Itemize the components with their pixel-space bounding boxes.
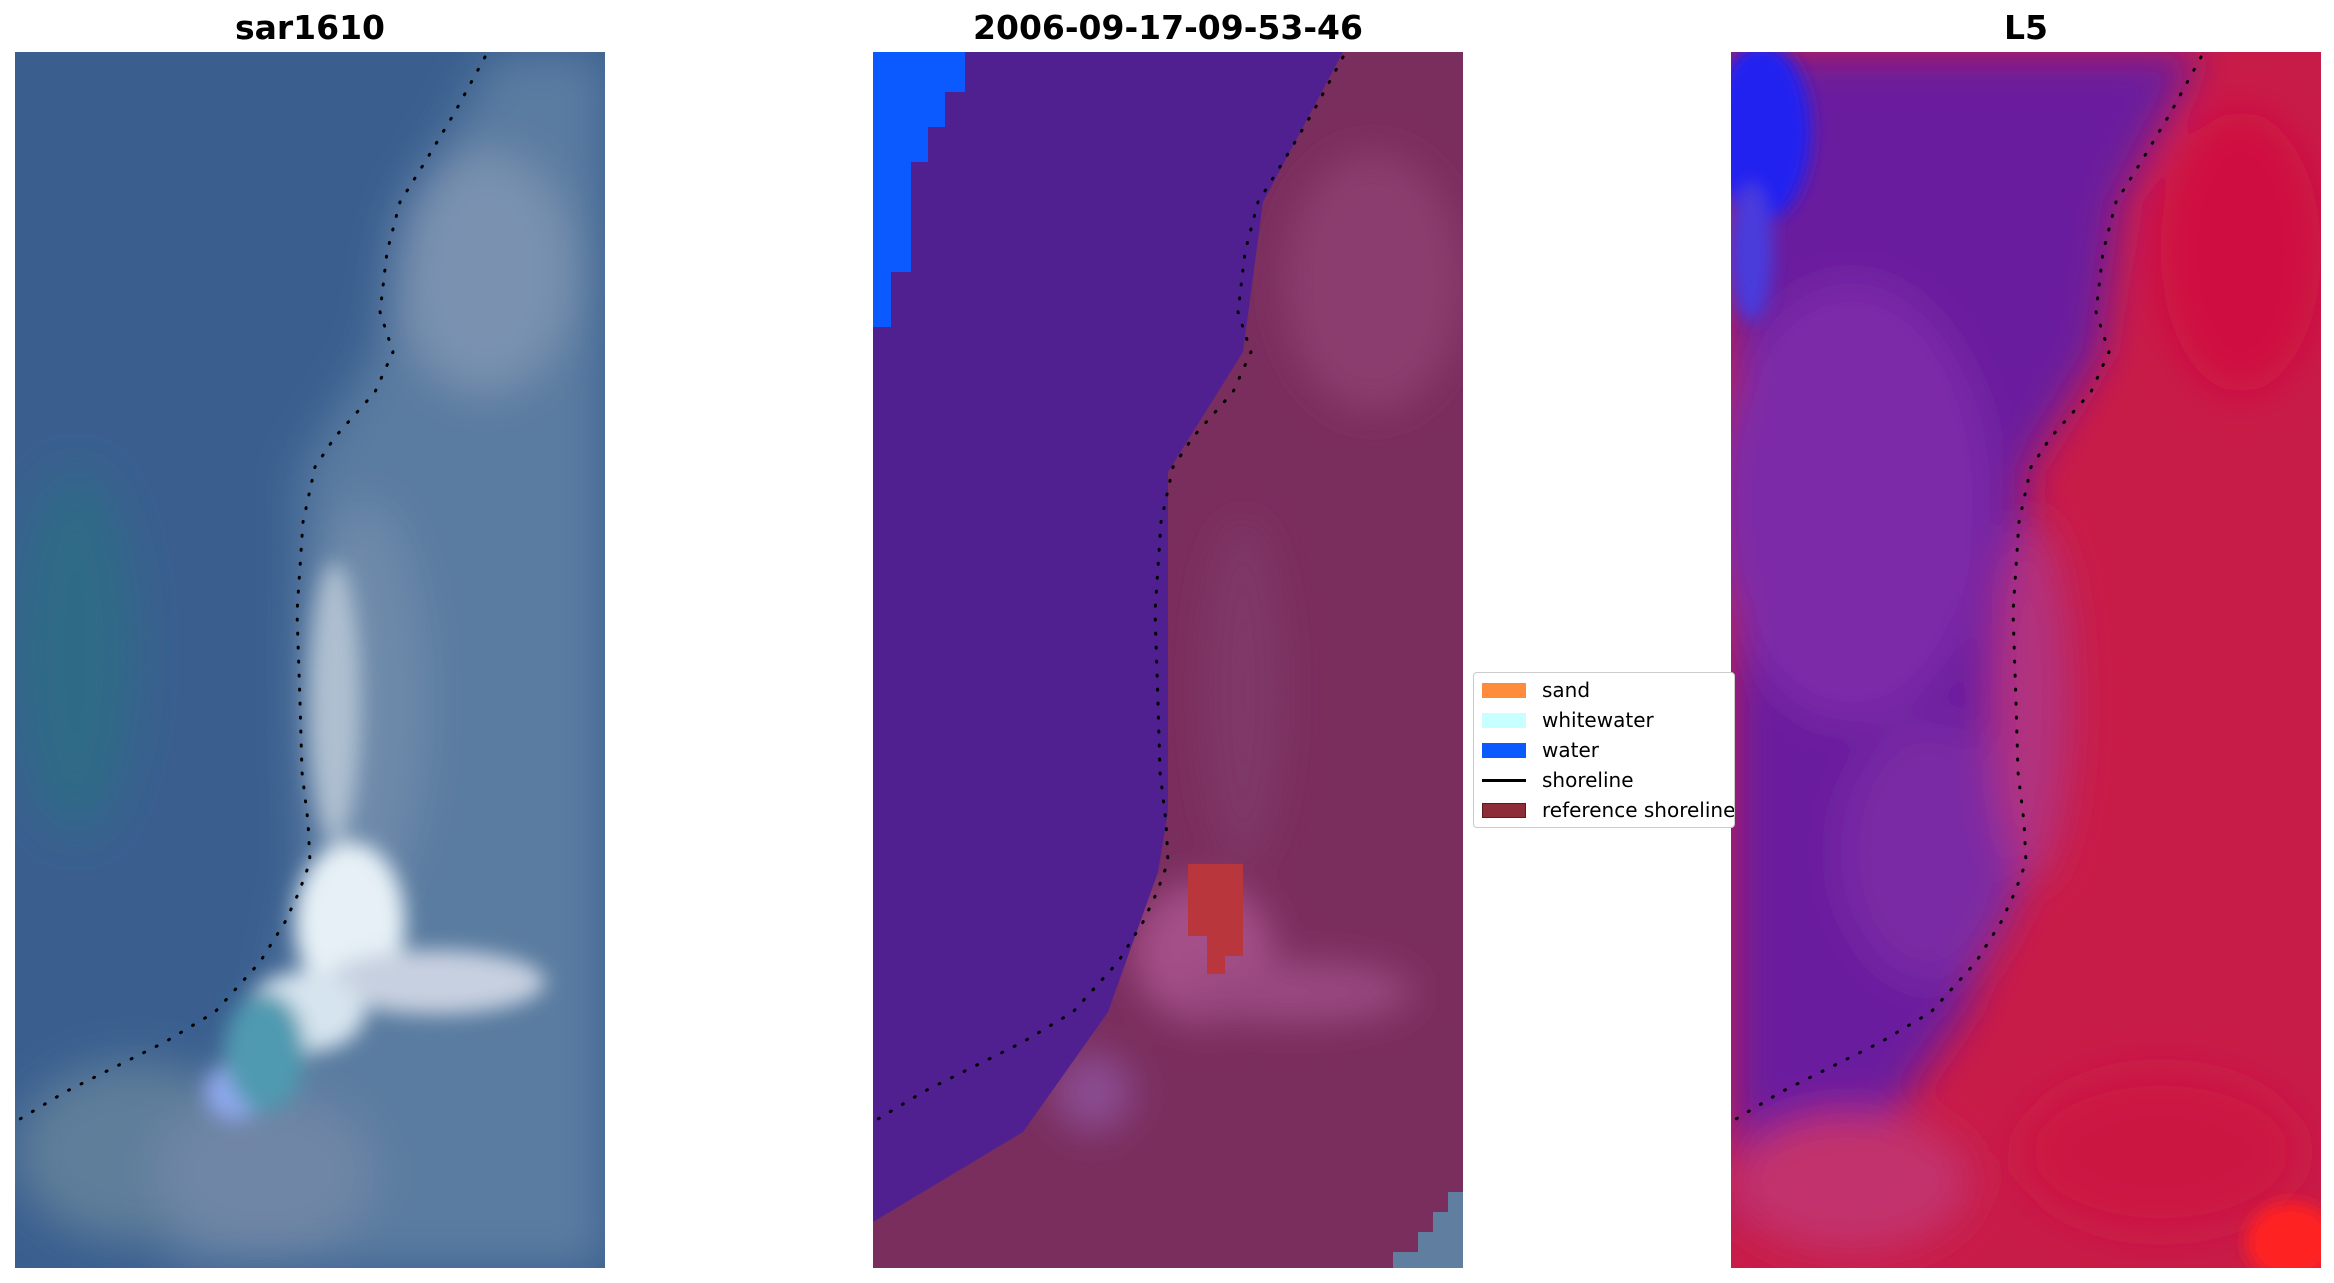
legend-item-whitewater: whitewater	[1482, 706, 1734, 734]
water-class-top-left	[873, 52, 965, 327]
legend-item-sand: sand	[1482, 676, 1734, 704]
classification-panel	[873, 52, 1463, 1268]
shoreline-path	[15, 55, 487, 1124]
water-region	[873, 52, 1343, 1222]
legend-label-shoreline: shoreline	[1542, 768, 1634, 792]
water-class-bottom-right	[1393, 1192, 1463, 1268]
index-image	[1731, 52, 2321, 1268]
shoreline-path	[873, 55, 1345, 1124]
rgb-image	[15, 52, 605, 1268]
rgb-image-panel	[15, 52, 605, 1268]
whitewater-swatch	[1482, 712, 1526, 728]
legend-item-reference-shoreline: reference shoreline	[1482, 796, 1735, 824]
legend-item-shoreline: shoreline	[1482, 766, 1734, 794]
legend-label-water: water	[1542, 738, 1599, 762]
sand-swatch	[1482, 682, 1526, 698]
legend: sand whitewater water shoreline referenc…	[1473, 672, 1735, 828]
classification-image	[873, 52, 1463, 1268]
panel-title-mndwi: L5	[2004, 8, 2048, 47]
reference-shoreline-marker	[1188, 864, 1243, 974]
legend-item-water: water	[1482, 736, 1734, 764]
panel-title-classification: 2006-09-17-09-53-46	[973, 8, 1363, 47]
panel-title-rgb: sar1610	[234, 8, 386, 47]
legend-label-whitewater: whitewater	[1542, 708, 1654, 732]
reference-shoreline-swatch	[1482, 802, 1526, 818]
shoreline-path	[1731, 55, 2203, 1124]
legend-label-reference-shoreline: reference shoreline	[1542, 798, 1735, 822]
water-swatch	[1482, 742, 1526, 758]
index-panel	[1731, 52, 2321, 1268]
shoreline-line-swatch	[1482, 778, 1526, 782]
legend-label-sand: sand	[1542, 678, 1591, 702]
